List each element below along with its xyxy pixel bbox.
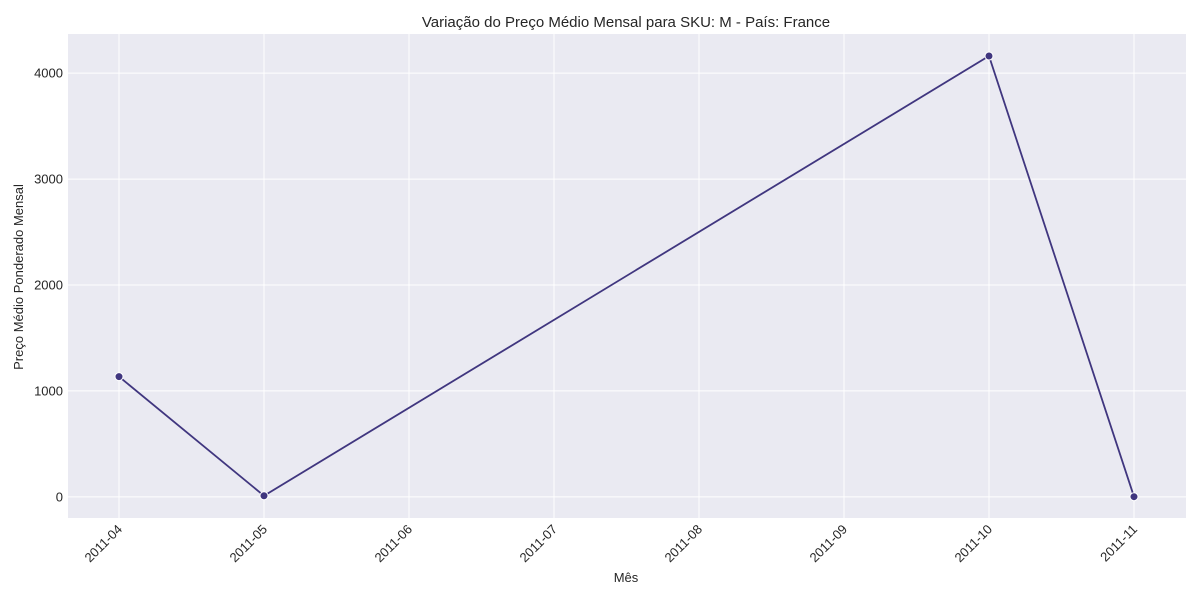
- data-point: [259, 491, 269, 501]
- data-point: [1129, 492, 1139, 502]
- grid-lines: [68, 34, 1186, 518]
- x-tick-label: 2011-05: [226, 522, 270, 566]
- y-tick-label: 3000: [34, 172, 63, 187]
- x-tick-label: 2011-04: [81, 522, 125, 566]
- data-point: [984, 51, 994, 61]
- x-axis-label: Mês: [614, 570, 639, 585]
- x-tick-label: 2011-11: [1097, 522, 1140, 565]
- series-layer: [114, 51, 1139, 502]
- series-line: [118, 54, 1135, 497]
- y-axis-label: Preço Médio Ponderado Mensal: [11, 184, 26, 370]
- y-tick-label: 0: [56, 489, 63, 504]
- y-tick-label: 2000: [34, 278, 63, 293]
- y-axis-ticks: 0 1000 2000 3000 4000: [34, 66, 63, 505]
- x-tick-label: 2011-08: [661, 522, 705, 566]
- x-tick-label: 2011-09: [806, 522, 850, 566]
- x-axis-ticks: 2011-04 2011-05 2011-06 2011-07 2011-08 2011-…: [81, 522, 1140, 566]
- chart-title: Variação do Preço Médio Mensal para SKU:…: [422, 14, 830, 31]
- x-tick-label: 2011-07: [516, 522, 560, 566]
- data-point: [114, 372, 124, 382]
- y-tick-label: 1000: [34, 383, 63, 398]
- x-tick-label: 2011-06: [371, 522, 415, 566]
- y-tick-label: 4000: [34, 66, 63, 81]
- x-tick-label: 2011-10: [951, 522, 995, 566]
